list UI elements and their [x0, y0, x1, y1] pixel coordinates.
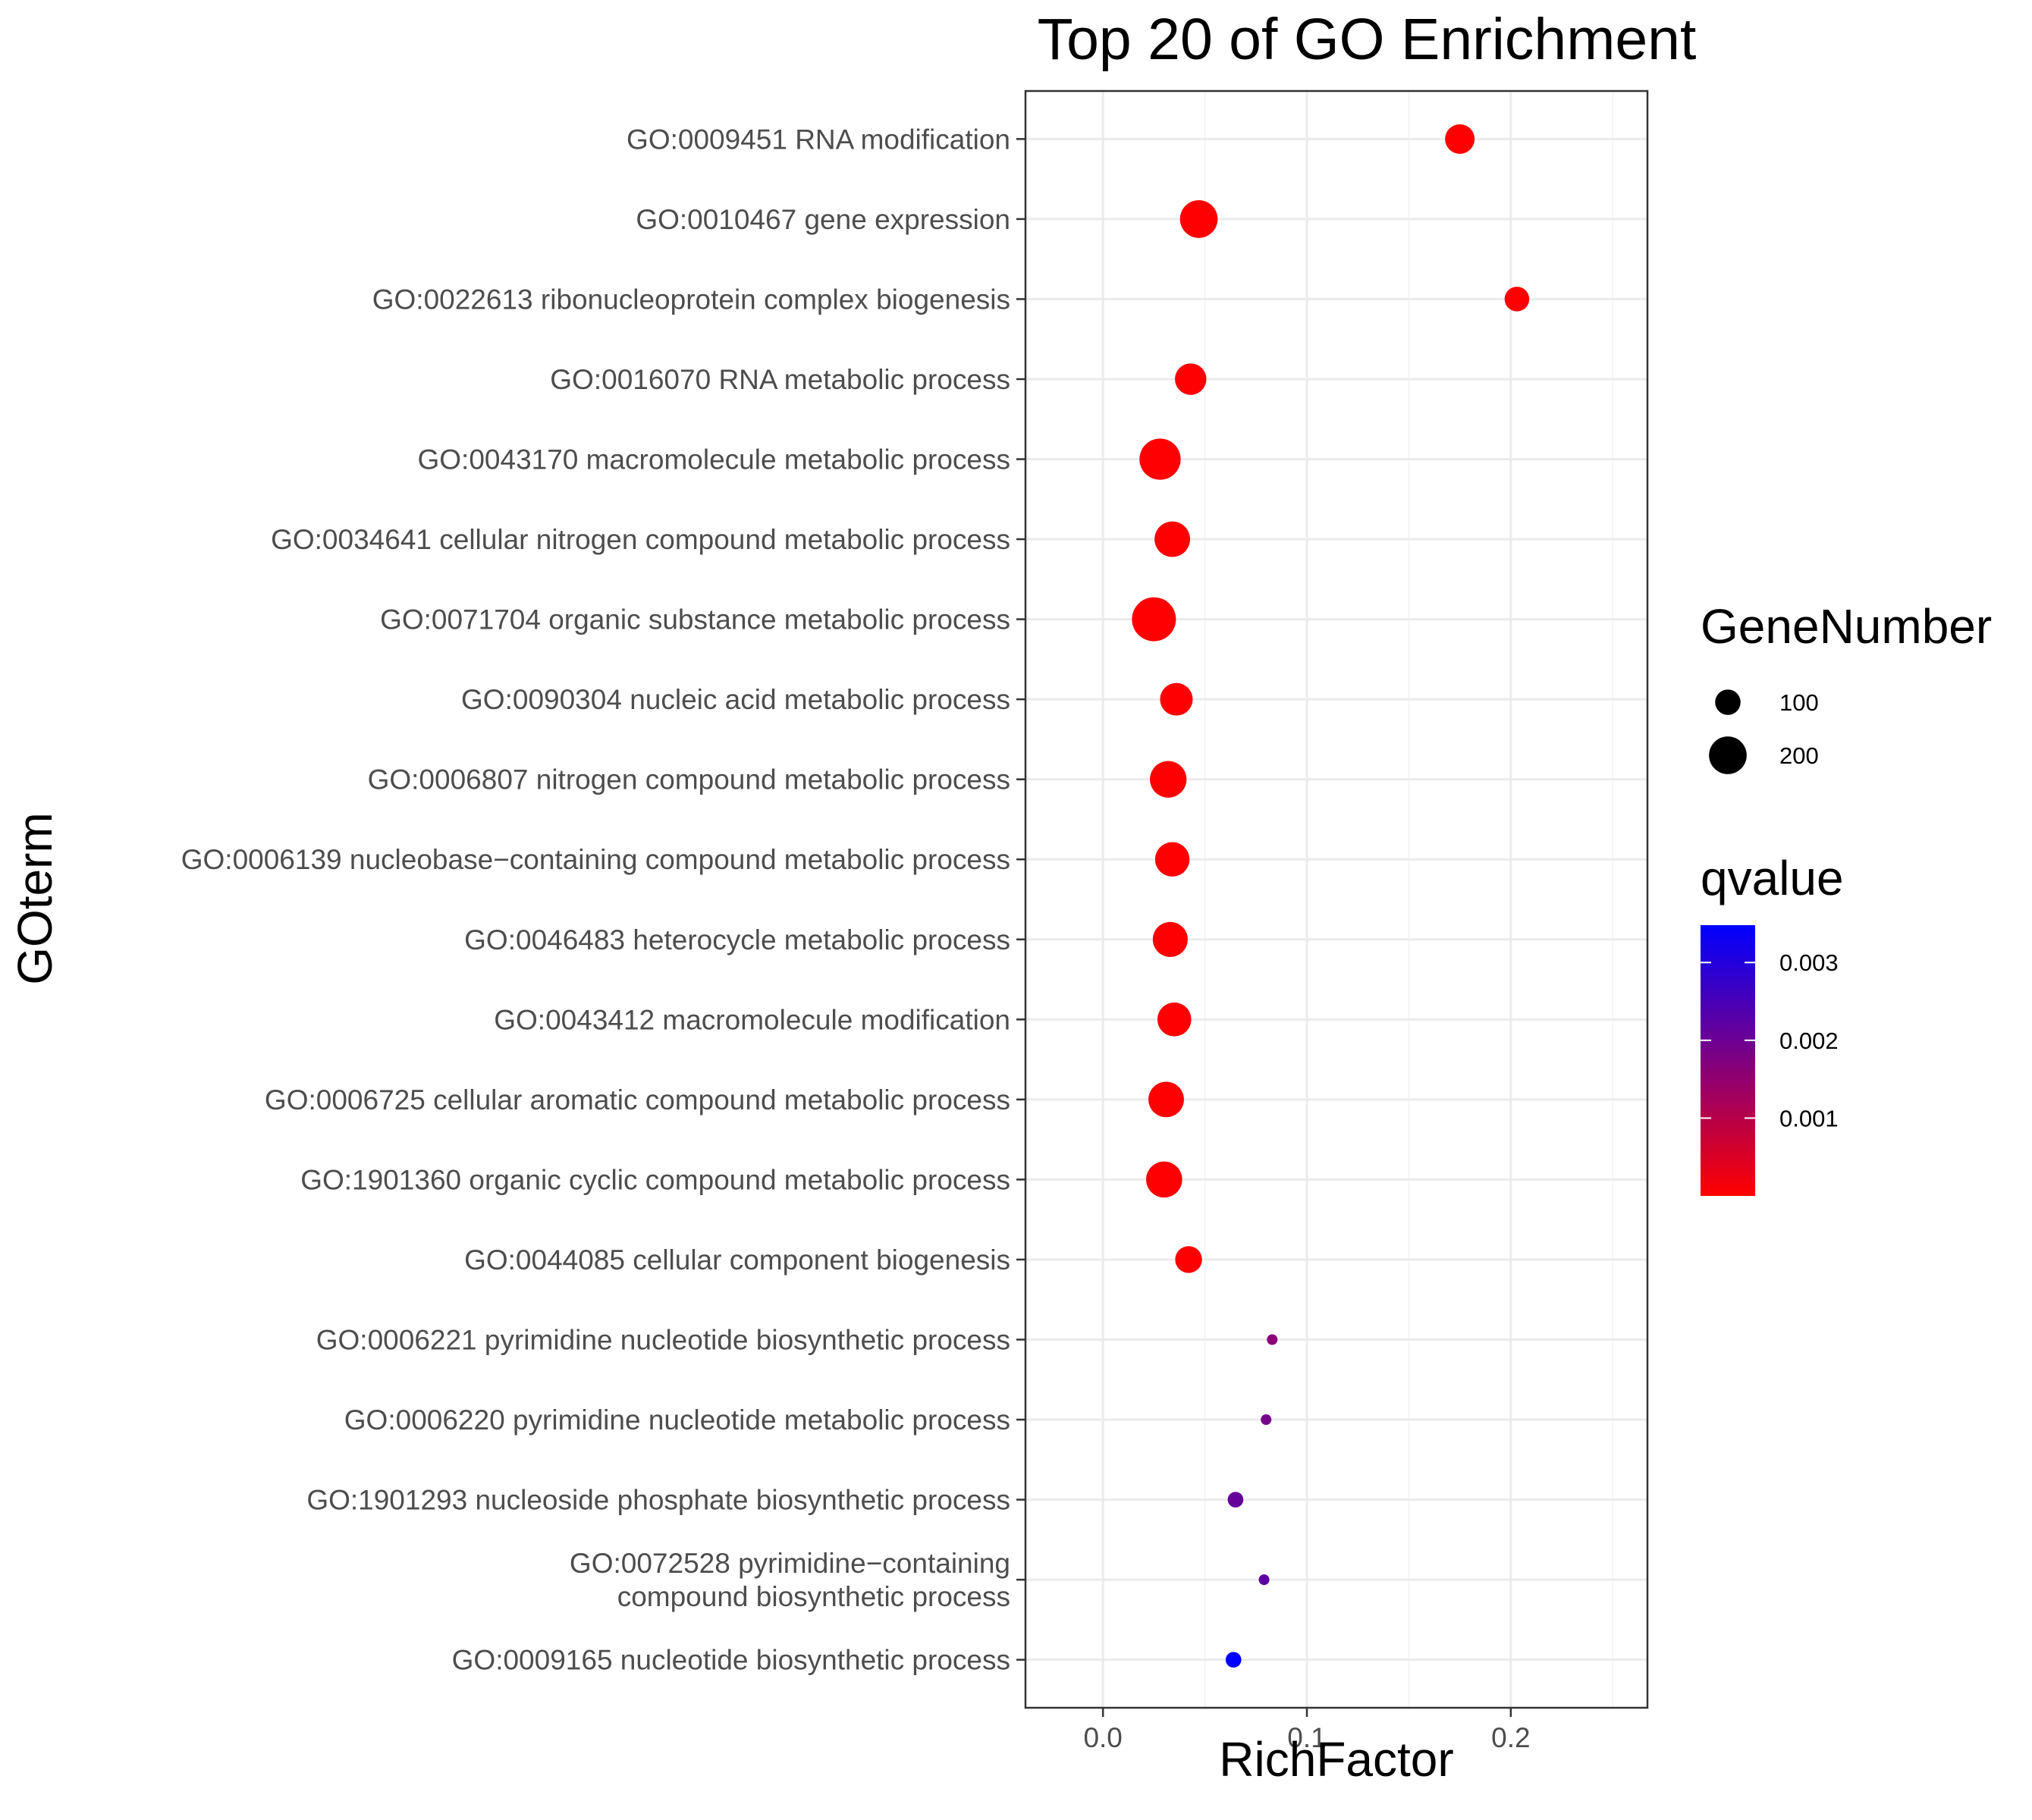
data-point	[1139, 438, 1181, 480]
y-tick-label: GO:0006139 nucleobase−containing compoun…	[181, 844, 1010, 875]
data-point	[1175, 1246, 1202, 1273]
data-point	[1152, 921, 1188, 957]
data-point	[1154, 842, 1190, 877]
size-legend-title: GeneNumber	[1701, 599, 1992, 654]
color-legend: qvalue 0.003 0.002 0.001	[1701, 851, 1844, 1196]
data-point	[1179, 200, 1218, 238]
plot-panel	[1024, 89, 1649, 1709]
size-legend-key	[1709, 736, 1747, 774]
size-legend-items: 100 200	[1709, 689, 1819, 774]
grid-lines	[1025, 91, 1647, 1708]
y-tick-label: GO:0046483 heterocycle metabolic process	[464, 924, 1010, 956]
size-legend-key	[1715, 689, 1741, 715]
data-point	[1148, 1081, 1184, 1118]
y-tick-label: GO:1901293 nucleoside phosphate biosynth…	[306, 1485, 1010, 1516]
data-point	[1150, 761, 1187, 798]
y-axis: GO:0009451 RNA modification GO:0010467 ge…	[181, 124, 1025, 1676]
y-tick-label: GO:0071704 organic substance metabolic p…	[380, 604, 1010, 635]
data-point	[1175, 363, 1207, 395]
size-legend: GeneNumber 100 200	[1701, 599, 1992, 774]
y-tick-label: GO:1901360 organic cyclic compound metab…	[300, 1164, 1010, 1195]
y-tick-label: GO:0006807 nitrogen compound metabolic p…	[368, 764, 1010, 795]
data-point	[1504, 287, 1530, 312]
y-tick-label: GO:0006221 pyrimidine nucleotide biosynt…	[316, 1324, 1010, 1355]
y-tick-label: GO:0010467 gene expression	[636, 204, 1010, 235]
y-tick-label: GO:0006220 pyrimidine nucleotide metabol…	[344, 1404, 1010, 1436]
data-point	[1160, 682, 1193, 716]
y-tick-label: GO:0090304 nucleic acid metabolic proces…	[461, 684, 1010, 715]
y-tick-label: GO:0044085 cellular component biogenesis	[464, 1244, 1010, 1276]
y-axis-title: GOterm	[8, 812, 62, 985]
x-axis-title: RichFactor	[1219, 1732, 1453, 1787]
y-tick-label: GO:0034641 cellular nitrogen compound me…	[271, 524, 1010, 555]
color-legend-items: 0.003 0.002 0.001	[1701, 949, 1839, 1131]
y-tick-label: GO:0009451 RNA modification	[627, 124, 1010, 155]
chart-title: Top 20 of GO Enrichment	[1038, 7, 1697, 72]
y-tick-label: GO:0016070 RNA metabolic process	[550, 364, 1010, 395]
x-tick-label: 0.2	[1491, 1722, 1530, 1753]
y-tick-label: compound biosynthetic process	[617, 1581, 1010, 1612]
data-point	[1132, 597, 1176, 642]
data-point	[1154, 521, 1190, 557]
color-bar	[1701, 925, 1755, 1196]
size-legend-label: 200	[1779, 742, 1819, 769]
y-tick-label: GO:0009165 nucleotide biosynthetic proce…	[452, 1645, 1010, 1676]
y-tick-label: GO:0043412 macromolecule modification	[494, 1004, 1010, 1035]
data-point	[1267, 1334, 1278, 1345]
data-point	[1146, 1161, 1182, 1198]
y-tick-label: GO:0072528 pyrimidine−containing	[570, 1548, 1010, 1579]
panel-border	[1024, 89, 1649, 1709]
x-tick-label: 0.1	[1287, 1722, 1326, 1753]
data-point	[1225, 1652, 1242, 1668]
color-legend-label: 0.001	[1779, 1105, 1839, 1131]
data-point	[1261, 1414, 1272, 1426]
y-tick-label: GO:0043170 macromolecule metabolic proce…	[418, 444, 1011, 475]
x-axis: 0.0 0.1 0.2	[1083, 1708, 1531, 1753]
data-points	[1132, 124, 1530, 1668]
panel-background	[1025, 91, 1647, 1708]
x-tick-label: 0.0	[1083, 1722, 1122, 1753]
data-point	[1157, 1003, 1192, 1037]
size-legend-label: 100	[1779, 689, 1819, 716]
y-tick-label: GO:0006725 cellular aromatic compound me…	[265, 1084, 1010, 1116]
y-tick-label: GO:0022613 ribonucleoprotein complex bio…	[372, 284, 1010, 315]
color-legend-title: qvalue	[1701, 851, 1844, 905]
data-point	[1227, 1492, 1244, 1508]
data-point	[1258, 1574, 1270, 1586]
data-point	[1445, 124, 1475, 154]
color-legend-label: 0.002	[1779, 1028, 1839, 1054]
color-legend-label: 0.003	[1779, 949, 1839, 976]
